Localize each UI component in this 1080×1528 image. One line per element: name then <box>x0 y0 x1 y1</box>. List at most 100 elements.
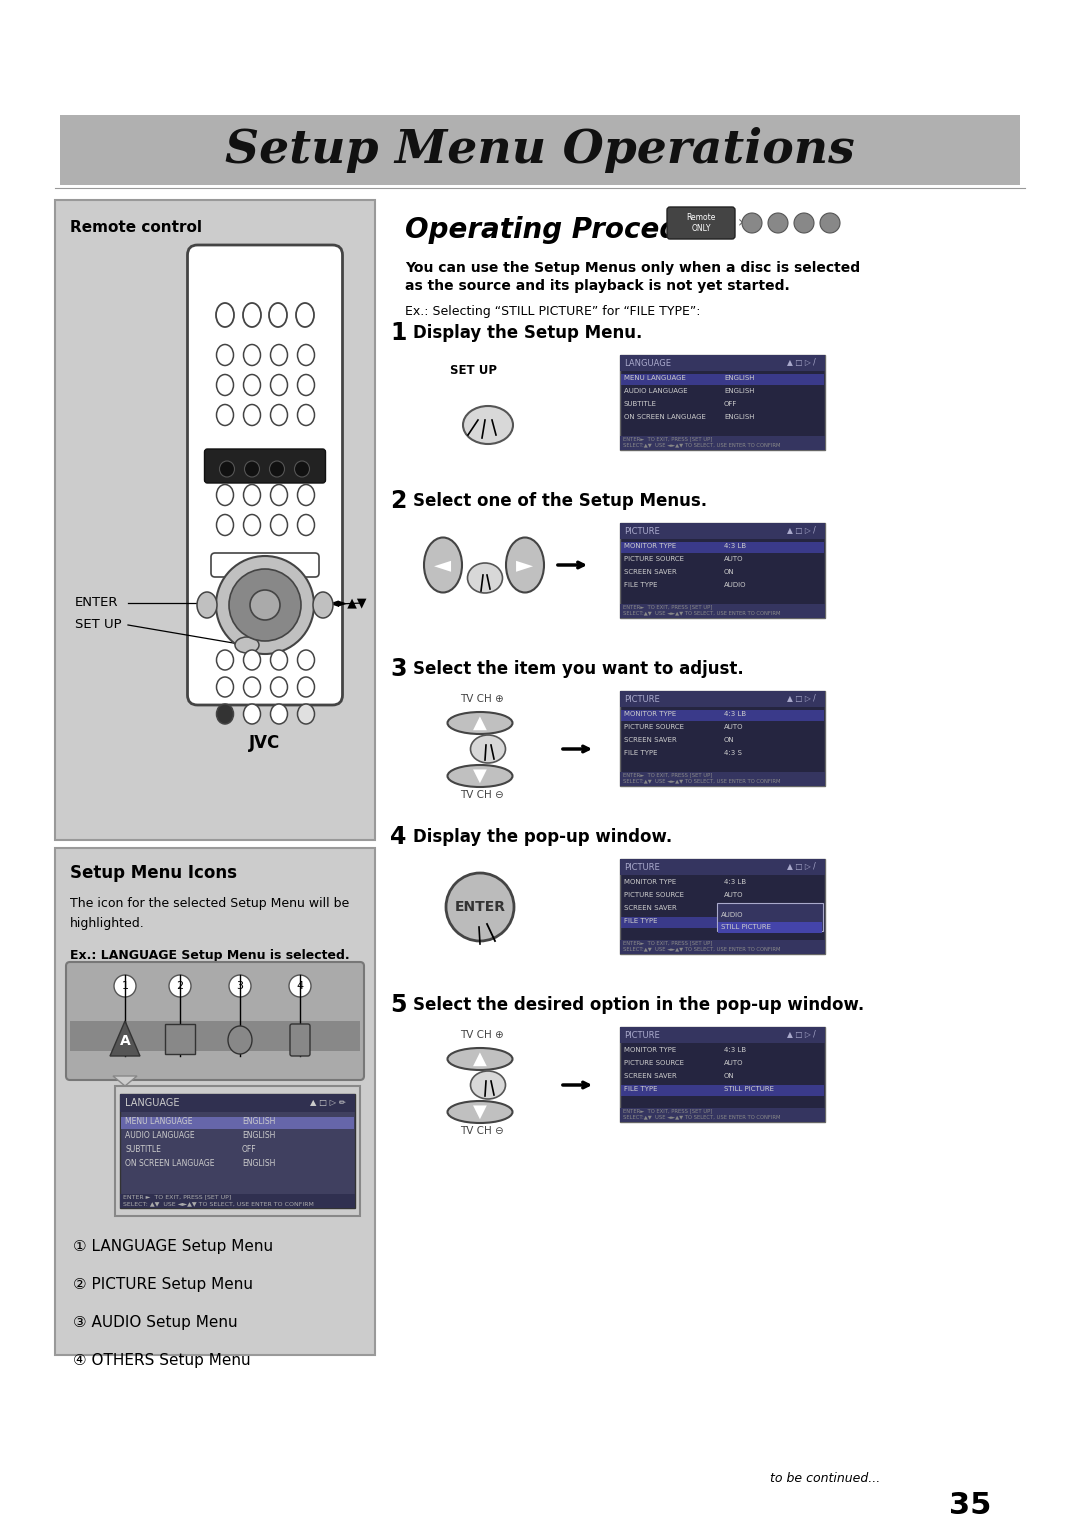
Ellipse shape <box>270 374 287 396</box>
Text: 35: 35 <box>949 1490 991 1519</box>
Text: highlighted.: highlighted. <box>70 917 145 929</box>
Ellipse shape <box>270 484 287 506</box>
Text: SUBTITLE: SUBTITLE <box>125 1146 161 1155</box>
Text: MONITOR TYPE: MONITOR TYPE <box>624 711 676 717</box>
Text: ▲: ▲ <box>473 1050 487 1068</box>
Ellipse shape <box>471 1071 505 1099</box>
Ellipse shape <box>297 405 314 425</box>
Text: SCREEN SAVER: SCREEN SAVER <box>624 736 677 743</box>
Ellipse shape <box>297 344 314 365</box>
Text: ON: ON <box>724 568 734 575</box>
Ellipse shape <box>243 303 261 327</box>
Ellipse shape <box>270 649 287 669</box>
Text: 1: 1 <box>121 981 129 992</box>
Ellipse shape <box>216 374 233 396</box>
Ellipse shape <box>447 1102 513 1123</box>
Ellipse shape <box>270 344 287 365</box>
Text: A: A <box>120 1034 131 1048</box>
Text: ▲ □ ▷ /: ▲ □ ▷ / <box>787 359 815 368</box>
Text: SELECT:▲▼  USE ◄►▲▼ TO SELECT, USE ENTER TO CONFIRM: SELECT:▲▼ USE ◄►▲▼ TO SELECT, USE ENTER … <box>623 946 781 952</box>
Ellipse shape <box>243 484 260 506</box>
Ellipse shape <box>297 484 314 506</box>
Text: 3: 3 <box>237 981 243 992</box>
Text: ENGLISH: ENGLISH <box>724 388 755 394</box>
Ellipse shape <box>243 405 260 425</box>
FancyBboxPatch shape <box>55 200 375 840</box>
Text: ►: ► <box>516 555 534 575</box>
Ellipse shape <box>313 591 333 617</box>
Text: PICTURE SOURCE: PICTURE SOURCE <box>624 724 684 730</box>
Circle shape <box>446 872 514 941</box>
Text: ENTER: ENTER <box>75 596 119 610</box>
FancyBboxPatch shape <box>620 691 825 785</box>
Text: Setup Menu Icons: Setup Menu Icons <box>70 863 237 882</box>
Text: AUDIO LANGUAGE: AUDIO LANGUAGE <box>624 388 688 394</box>
Text: ENTER►  TO EXIT, PRESS [SET UP]: ENTER► TO EXIT, PRESS [SET UP] <box>623 941 713 946</box>
FancyBboxPatch shape <box>620 859 825 953</box>
Text: ① LANGUAGE Setup Menu: ① LANGUAGE Setup Menu <box>73 1239 273 1253</box>
Text: 1: 1 <box>390 321 406 345</box>
Ellipse shape <box>216 484 233 506</box>
Text: SCREEN SAVER: SCREEN SAVER <box>624 568 677 575</box>
Ellipse shape <box>228 1025 252 1054</box>
Ellipse shape <box>269 303 287 327</box>
Text: TV CH ⊖: TV CH ⊖ <box>460 790 503 801</box>
FancyBboxPatch shape <box>621 374 824 385</box>
FancyBboxPatch shape <box>620 691 825 707</box>
Text: FILE TYPE: FILE TYPE <box>624 1086 658 1093</box>
Text: 5: 5 <box>390 993 406 1018</box>
Text: PICTURE: PICTURE <box>624 527 660 535</box>
Text: ON SCREEN LANGUAGE: ON SCREEN LANGUAGE <box>624 414 706 420</box>
Text: Remote control: Remote control <box>70 220 202 235</box>
Circle shape <box>249 590 280 620</box>
Text: 4:3 S: 4:3 S <box>724 750 742 756</box>
Text: ON: ON <box>724 736 734 743</box>
Polygon shape <box>110 1021 140 1056</box>
FancyBboxPatch shape <box>291 1024 310 1056</box>
FancyBboxPatch shape <box>621 1085 824 1096</box>
FancyBboxPatch shape <box>620 354 825 371</box>
Text: Display the Setup Menu.: Display the Setup Menu. <box>413 324 643 342</box>
FancyBboxPatch shape <box>621 917 824 927</box>
FancyBboxPatch shape <box>620 1108 825 1122</box>
FancyBboxPatch shape <box>70 1021 360 1051</box>
Text: OFF: OFF <box>242 1146 257 1155</box>
Text: Remote
ONLY: Remote ONLY <box>686 214 716 232</box>
Text: ③ AUDIO Setup Menu: ③ AUDIO Setup Menu <box>73 1314 238 1329</box>
FancyBboxPatch shape <box>620 1027 825 1122</box>
Ellipse shape <box>270 677 287 697</box>
Text: AUDIO: AUDIO <box>724 582 746 588</box>
Text: PICTURE SOURCE: PICTURE SOURCE <box>624 1060 684 1067</box>
Text: ④ OTHERS Setup Menu: ④ OTHERS Setup Menu <box>73 1352 251 1368</box>
Text: Select the item you want to adjust.: Select the item you want to adjust. <box>413 660 744 678</box>
Text: 4:3 LB: 4:3 LB <box>724 879 746 885</box>
Text: ON: ON <box>724 1073 734 1079</box>
Circle shape <box>289 975 311 996</box>
Text: MONITOR TYPE: MONITOR TYPE <box>624 542 676 549</box>
Text: 4: 4 <box>390 825 406 850</box>
Ellipse shape <box>270 704 287 724</box>
Text: ENTER►  TO EXIT, PRESS [SET UP]: ENTER► TO EXIT, PRESS [SET UP] <box>623 437 713 442</box>
Ellipse shape <box>216 344 233 365</box>
Text: SELECT:▲▼  USE ◄►▲▼ TO SELECT, USE ENTER TO CONFIRM: SELECT:▲▼ USE ◄►▲▼ TO SELECT, USE ENTER … <box>623 778 781 784</box>
FancyBboxPatch shape <box>120 1094 355 1112</box>
Ellipse shape <box>447 712 513 733</box>
Text: PICTURE SOURCE: PICTURE SOURCE <box>624 556 684 562</box>
Text: ON: ON <box>724 905 734 911</box>
Text: ENTER►  TO EXIT, PRESS [SET UP]: ENTER► TO EXIT, PRESS [SET UP] <box>623 605 713 610</box>
Text: The icon for the selected Setup Menu will be: The icon for the selected Setup Menu wil… <box>70 897 349 909</box>
Text: MENU LANGUAGE: MENU LANGUAGE <box>624 374 686 380</box>
Ellipse shape <box>297 515 314 535</box>
FancyBboxPatch shape <box>717 903 823 931</box>
Circle shape <box>114 975 136 996</box>
Ellipse shape <box>219 461 234 477</box>
Text: ON SCREEN LANGUAGE: ON SCREEN LANGUAGE <box>125 1160 215 1169</box>
Ellipse shape <box>296 303 314 327</box>
FancyBboxPatch shape <box>55 848 375 1355</box>
Text: 2: 2 <box>176 981 184 992</box>
Ellipse shape <box>216 303 234 327</box>
Text: ENGLISH: ENGLISH <box>724 374 755 380</box>
Ellipse shape <box>297 704 314 724</box>
Text: SCREEN SAVER: SCREEN SAVER <box>624 1073 677 1079</box>
Ellipse shape <box>216 405 233 425</box>
